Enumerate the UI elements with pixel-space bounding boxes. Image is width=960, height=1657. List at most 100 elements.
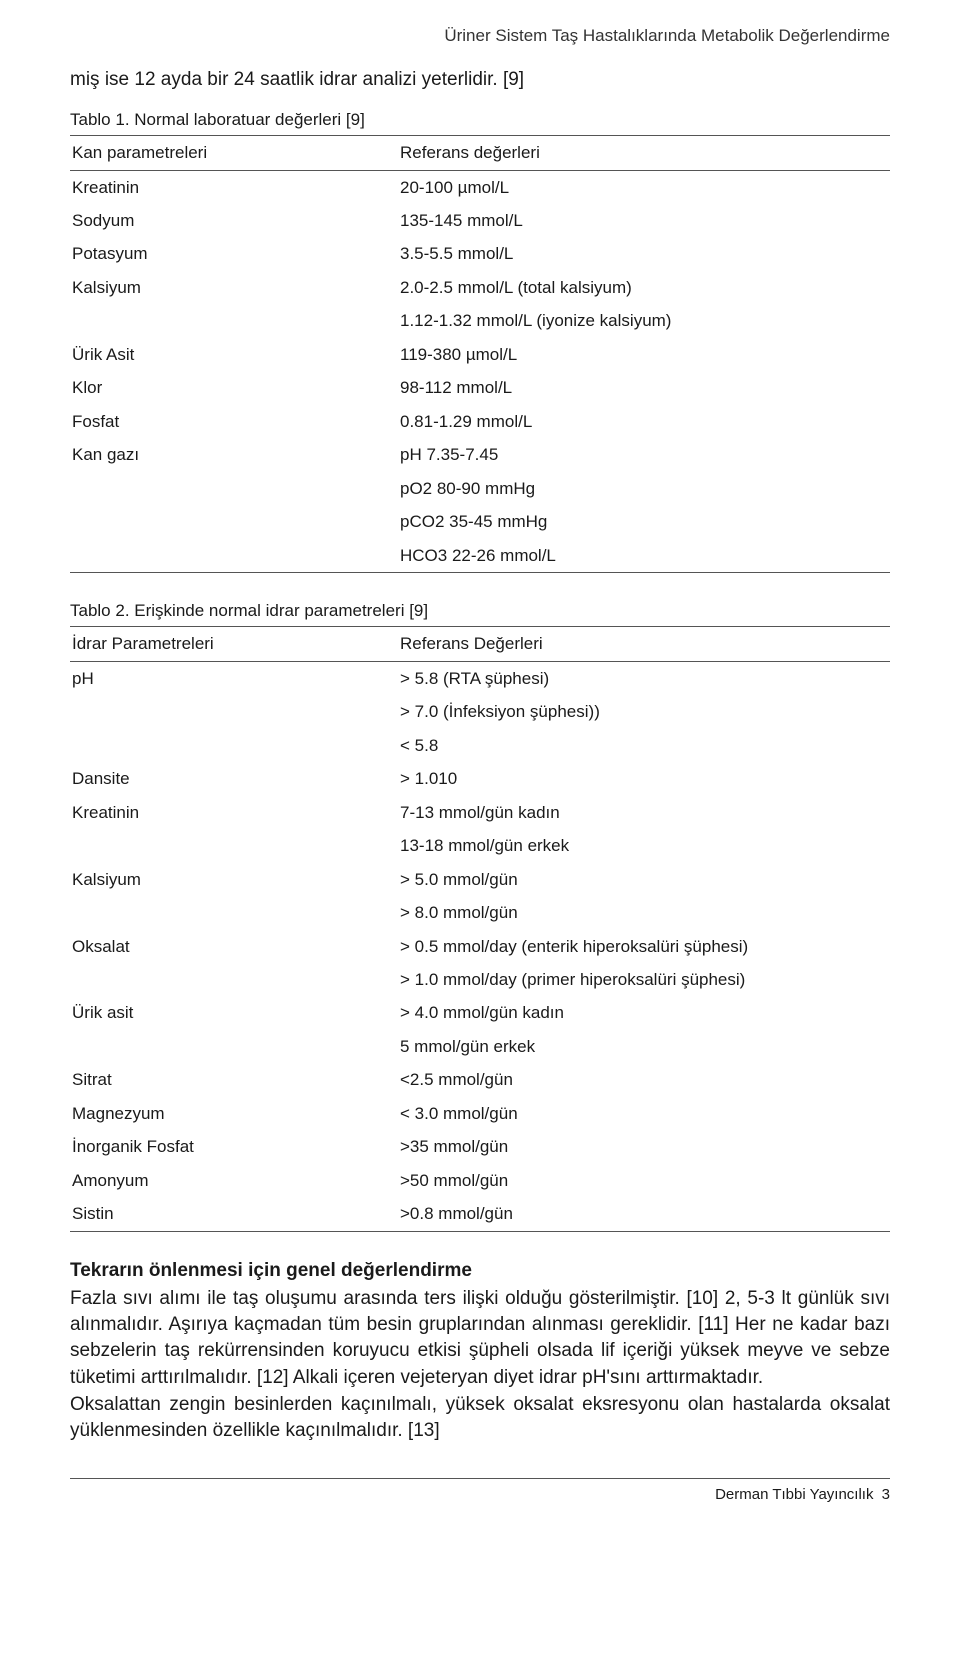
table2-param-cell: İnorganik Fosfat [70, 1130, 398, 1163]
table1-value-cell: 119-380 µmol/L [398, 338, 890, 371]
table2-col-ref: Referans Değerleri [398, 627, 890, 661]
table2-row: Oksalat> 0.5 mmol/day (enterik hiperoksa… [70, 930, 890, 963]
table2-param-cell [70, 729, 398, 762]
table2-value-cell: < 5.8 [398, 729, 890, 762]
table2-value-cell: > 5.8 (RTA şüphesi) [398, 661, 890, 695]
table2-value-cell: <2.5 mmol/gün [398, 1063, 890, 1096]
table2-param-cell: Ürik asit [70, 996, 398, 1029]
table1-caption: Tablo 1. Normal laboratuar değerleri [9] [70, 108, 890, 131]
table1-row: Sodyum135-145 mmol/L [70, 204, 890, 237]
table2-param-cell: Kalsiyum [70, 863, 398, 896]
table2-row: Magnezyum< 3.0 mmol/gün [70, 1097, 890, 1130]
table1-row: pO2 80-90 mmHg [70, 472, 890, 505]
table1-row: Ürik Asit119-380 µmol/L [70, 338, 890, 371]
table2-param-cell: Sitrat [70, 1063, 398, 1096]
table2-param-cell: pH [70, 661, 398, 695]
table1-value-cell: 135-145 mmol/L [398, 204, 890, 237]
table2-param-cell: Dansite [70, 762, 398, 795]
table1-value-cell: HCO3 22-26 mmol/L [398, 539, 890, 573]
table2-param-cell: Magnezyum [70, 1097, 398, 1130]
table1-param-cell [70, 304, 398, 337]
table1-row: Kan gazıpH 7.35-7.45 [70, 438, 890, 471]
table2-value-cell: >35 mmol/gün [398, 1130, 890, 1163]
table2-param-cell: Amonyum [70, 1164, 398, 1197]
table1: Kan parametreleri Referans değerleri Kre… [70, 135, 890, 573]
table2-value-cell: > 4.0 mmol/gün kadın [398, 996, 890, 1029]
table1-row: HCO3 22-26 mmol/L [70, 539, 890, 573]
table2-param-cell: Kreatinin [70, 796, 398, 829]
table2-row: Sitrat<2.5 mmol/gün [70, 1063, 890, 1096]
table2-row: Dansite> 1.010 [70, 762, 890, 795]
intro-line: miş ise 12 ayda bir 24 saatlik idrar ana… [70, 67, 890, 93]
table1-value-cell: 98-112 mmol/L [398, 371, 890, 404]
table1-param-cell: Kan gazı [70, 438, 398, 471]
table1-param-cell [70, 472, 398, 505]
table1-value-cell: 20-100 µmol/L [398, 170, 890, 204]
table2-row: > 8.0 mmol/gün [70, 896, 890, 929]
running-header: Üriner Sistem Taş Hastalıklarında Metabo… [70, 24, 890, 47]
section-title: Tekrarın önlenmesi için genel değerlendi… [70, 1258, 890, 1284]
table2-value-cell: 5 mmol/gün erkek [398, 1030, 890, 1063]
body-paragraph: Fazla sıvı alımı ile taş oluşumu arasınd… [70, 1286, 890, 1391]
table2-value-cell: 7-13 mmol/gün kadın [398, 796, 890, 829]
table2-value-cell: > 5.0 mmol/gün [398, 863, 890, 896]
table1-col-param: Kan parametreleri [70, 136, 398, 170]
table2-param-cell [70, 963, 398, 996]
table2-row: 13-18 mmol/gün erkek [70, 829, 890, 862]
table2-row: Amonyum>50 mmol/gün [70, 1164, 890, 1197]
table1-row: Kalsiyum2.0-2.5 mmol/L (total kalsiyum) [70, 271, 890, 304]
table1-row: pCO2 35-45 mmHg [70, 505, 890, 538]
table1-param-cell: Kalsiyum [70, 271, 398, 304]
table2-row: pH> 5.8 (RTA şüphesi) [70, 661, 890, 695]
table1-row: Klor98-112 mmol/L [70, 371, 890, 404]
table2-value-cell: > 1.0 mmol/day (primer hiperoksalüri şüp… [398, 963, 890, 996]
table2-value-cell: > 1.010 [398, 762, 890, 795]
body-text: Fazla sıvı alımı ile taş oluşumu arasınd… [70, 1286, 890, 1444]
table1-row: 1.12-1.32 mmol/L (iyonize kalsiyum) [70, 304, 890, 337]
table1-value-cell: 2.0-2.5 mmol/L (total kalsiyum) [398, 271, 890, 304]
table1-param-cell: Kreatinin [70, 170, 398, 204]
table1-row: Kreatinin20-100 µmol/L [70, 170, 890, 204]
table1-param-cell: Fosfat [70, 405, 398, 438]
table1-value-cell: pO2 80-90 mmHg [398, 472, 890, 505]
table2-caption: Tablo 2. Erişkinde normal idrar parametr… [70, 599, 890, 622]
table1-param-cell [70, 505, 398, 538]
table1-value-cell: 1.12-1.32 mmol/L (iyonize kalsiyum) [398, 304, 890, 337]
table2-value-cell: >50 mmol/gün [398, 1164, 890, 1197]
table2-param-cell: Sistin [70, 1197, 398, 1231]
table1-value-cell: pH 7.35-7.45 [398, 438, 890, 471]
table1-param-cell: Ürik Asit [70, 338, 398, 371]
table2-col-param: İdrar Parametreleri [70, 627, 398, 661]
table2-value-cell: >0.8 mmol/gün [398, 1197, 890, 1231]
table2-value-cell: > 0.5 mmol/day (enterik hiperoksalüri şü… [398, 930, 890, 963]
table1-row: Fosfat0.81-1.29 mmol/L [70, 405, 890, 438]
table2-param-cell [70, 695, 398, 728]
body-paragraph: Oksalattan zengin besinlerden kaçınılmal… [70, 1392, 890, 1444]
table2-row: > 1.0 mmol/day (primer hiperoksalüri şüp… [70, 963, 890, 996]
footer-publisher: Derman Tıbbi Yayıncılık [715, 1486, 873, 1503]
table1-param-cell: Klor [70, 371, 398, 404]
page-footer: Derman Tıbbi Yayıncılık 3 [70, 1478, 890, 1506]
table2-row: Kreatinin7-13 mmol/gün kadın [70, 796, 890, 829]
table2-row: İnorganik Fosfat>35 mmol/gün [70, 1130, 890, 1163]
table1-row: Potasyum3.5-5.5 mmol/L [70, 237, 890, 270]
table1-value-cell: pCO2 35-45 mmHg [398, 505, 890, 538]
table1-value-cell: 0.81-1.29 mmol/L [398, 405, 890, 438]
table2-row: Kalsiyum> 5.0 mmol/gün [70, 863, 890, 896]
table2-value-cell: < 3.0 mmol/gün [398, 1097, 890, 1130]
table2-param-cell [70, 896, 398, 929]
table2-param-cell: Oksalat [70, 930, 398, 963]
table2-value-cell: 13-18 mmol/gün erkek [398, 829, 890, 862]
table1-col-ref: Referans değerleri [398, 136, 890, 170]
table2-row: < 5.8 [70, 729, 890, 762]
table1-param-cell: Sodyum [70, 204, 398, 237]
table2-row: Ürik asit> 4.0 mmol/gün kadın [70, 996, 890, 1029]
table2-row: Sistin>0.8 mmol/gün [70, 1197, 890, 1231]
table1-value-cell: 3.5-5.5 mmol/L [398, 237, 890, 270]
table1-param-cell: Potasyum [70, 237, 398, 270]
footer-page-number: 3 [882, 1486, 890, 1503]
table1-param-cell [70, 539, 398, 573]
table2: İdrar Parametreleri Referans Değerleri p… [70, 626, 890, 1231]
table2-row: 5 mmol/gün erkek [70, 1030, 890, 1063]
table2-value-cell: > 8.0 mmol/gün [398, 896, 890, 929]
